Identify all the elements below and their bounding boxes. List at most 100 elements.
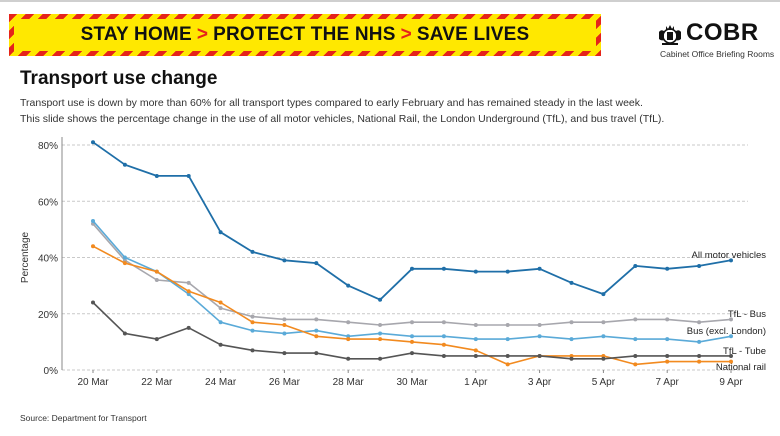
data-point-national-rail	[729, 353, 733, 358]
x-tick-label: 5 Apr	[592, 377, 616, 388]
data-point-all-motor-vehicles	[282, 258, 287, 263]
x-tick-label: 1 Apr	[464, 377, 488, 388]
data-point-all-motor-vehicles	[410, 266, 414, 271]
data-point-national-rail	[282, 351, 287, 356]
series-line-all-motor-vehicles	[92, 141, 732, 301]
transport-line-chart: 0% 20% 40% 60% 80% Percentage 20 Mar 22 Mar 24 M…	[20, 137, 766, 388]
x-tick-label: 20 Mar	[77, 377, 109, 388]
data-point-tfl-bus	[729, 317, 733, 322]
data-point-bus-excl-london	[250, 328, 255, 333]
data-point-national-rail	[314, 351, 319, 356]
series-label-tfl-bus: TfL - Bus	[728, 309, 766, 320]
data-point-bus-excl-london	[282, 331, 287, 336]
data-point-tfl-bus	[218, 306, 223, 311]
data-point-bus-excl-london	[729, 334, 733, 339]
data-point-national-rail	[122, 331, 127, 336]
data-point-tfl-bus	[410, 320, 414, 325]
data-point-bus-excl-london	[346, 334, 351, 339]
data-point-tfl-bus	[537, 323, 542, 327]
data-point-tfl-tube	[218, 300, 223, 305]
y-tick-label: 60%	[38, 197, 58, 208]
y-axis-label: Percentage	[20, 231, 31, 283]
data-point-tfl-bus	[601, 320, 606, 325]
subtitle-line-2: This slide shows the percentage change i…	[20, 113, 665, 125]
series-line-tfl-tube	[92, 245, 731, 366]
data-point-all-motor-vehicles	[697, 263, 702, 268]
top-rule	[0, 0, 780, 2]
data-point-national-rail	[697, 353, 702, 358]
logo-title: COBR	[686, 19, 759, 46]
x-tick-label: 30 Mar	[396, 377, 428, 388]
data-point-bus-excl-london	[91, 218, 95, 223]
data-point-national-rail	[154, 337, 159, 342]
x-tick-label: 7 Apr	[656, 377, 680, 388]
series-line-national-rail	[92, 301, 731, 360]
chevron-right-icon: >	[196, 24, 209, 45]
data-point-all-motor-vehicles	[91, 140, 95, 145]
data-point-all-motor-vehicles	[122, 162, 127, 167]
data-point-tfl-tube	[186, 289, 191, 294]
data-point-tfl-tube	[346, 337, 351, 342]
data-point-national-rail	[91, 300, 95, 305]
data-point-all-motor-vehicles	[378, 297, 383, 302]
data-point-national-rail	[633, 353, 638, 358]
data-point-all-motor-vehicles	[729, 258, 733, 263]
data-point-tfl-tube	[633, 362, 638, 367]
data-point-all-motor-vehicles	[218, 230, 223, 235]
data-point-tfl-tube	[91, 244, 95, 249]
data-point-tfl-tube	[378, 337, 383, 342]
series-layer	[91, 140, 733, 367]
data-point-bus-excl-london	[601, 334, 606, 339]
data-point-all-motor-vehicles	[537, 266, 542, 271]
data-point-bus-excl-london	[441, 334, 446, 339]
data-point-tfl-bus	[378, 323, 383, 327]
data-point-national-rail	[441, 353, 446, 358]
data-point-all-motor-vehicles	[314, 261, 319, 266]
data-point-all-motor-vehicles	[633, 263, 638, 268]
data-point-national-rail	[473, 353, 478, 358]
data-point-national-rail	[537, 353, 542, 358]
data-point-tfl-bus	[473, 323, 478, 327]
data-point-national-rail	[601, 356, 606, 361]
data-point-tfl-bus	[697, 320, 702, 325]
data-point-bus-excl-london	[410, 334, 414, 339]
cobr-logo: COBR Cabinet Office Briefing Rooms	[656, 17, 776, 67]
data-point-national-rail	[665, 353, 670, 358]
data-point-tfl-bus	[154, 278, 159, 282]
data-point-national-rail	[346, 356, 351, 361]
x-tick-label: 26 Mar	[269, 377, 301, 388]
y-tick-label: 40%	[38, 254, 58, 265]
y-tick-label: 80%	[38, 141, 58, 152]
data-point-tfl-bus	[250, 314, 255, 319]
data-point-national-rail	[250, 348, 255, 353]
data-point-tfl-bus	[633, 317, 638, 322]
data-point-bus-excl-london	[314, 328, 319, 333]
slogan-stay-home: STAY HOME	[80, 24, 192, 45]
data-point-tfl-tube	[569, 353, 574, 358]
data-point-tfl-tube	[697, 359, 702, 364]
data-point-tfl-tube	[250, 320, 255, 325]
logo-subtitle: Cabinet Office Briefing Rooms	[660, 49, 775, 59]
data-point-tfl-bus	[346, 320, 351, 325]
label-layer: All motor vehicles TfL - Bus Bus (excl. Lo…	[687, 250, 766, 373]
x-tick-label: 9 Apr	[719, 377, 743, 388]
data-point-national-rail	[218, 342, 223, 347]
series-label-national-rail: National rail	[716, 362, 766, 373]
data-point-tfl-tube	[505, 362, 510, 367]
data-point-bus-excl-london	[697, 339, 702, 344]
data-point-tfl-tube	[473, 348, 478, 353]
data-point-tfl-tube	[441, 342, 446, 347]
royal-crest-icon	[659, 25, 681, 45]
data-point-bus-excl-london	[505, 337, 510, 342]
x-tick-label: 22 Mar	[141, 377, 173, 388]
data-point-all-motor-vehicles	[473, 269, 478, 274]
y-tick-label: 0%	[44, 366, 59, 377]
slide-subtitle: Transport use is down by more than 60% f…	[20, 95, 770, 127]
data-point-tfl-bus	[282, 317, 287, 322]
data-point-bus-excl-london	[473, 337, 478, 342]
x-tick-label: 24 Mar	[205, 377, 237, 388]
data-point-all-motor-vehicles	[665, 266, 670, 271]
data-point-bus-excl-london	[537, 334, 542, 339]
data-point-all-motor-vehicles	[346, 283, 351, 288]
x-tick-label: 3 Apr	[528, 377, 552, 388]
